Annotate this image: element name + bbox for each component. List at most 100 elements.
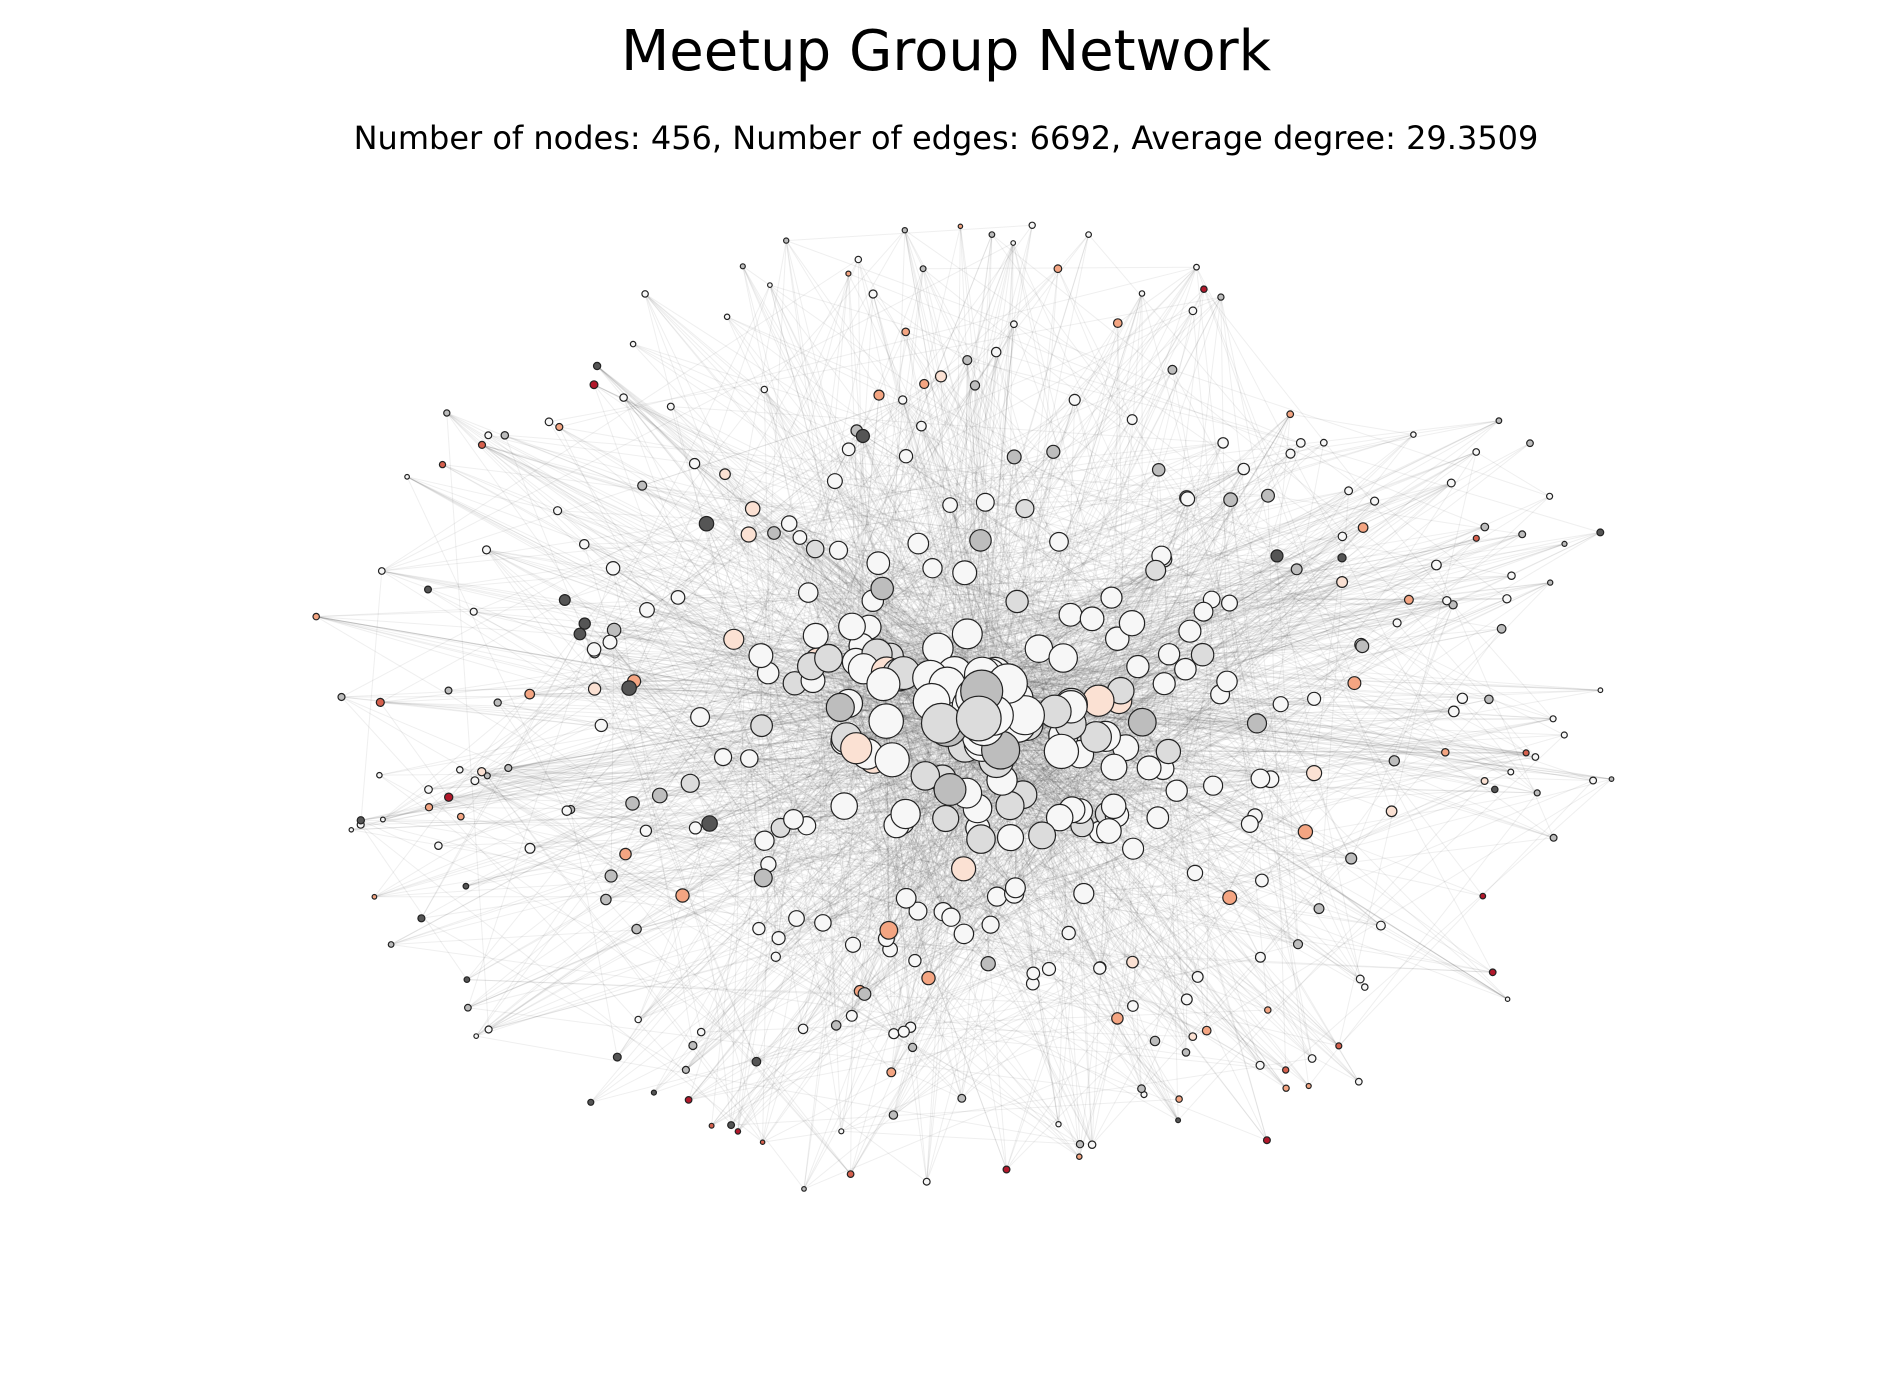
network-edge (1171, 369, 1494, 973)
network-edge (420, 767, 509, 919)
network-node (578, 538, 590, 550)
network-edge (466, 548, 816, 980)
network-node (1217, 437, 1229, 449)
network-edge (905, 838, 982, 899)
network-edge (682, 296, 1222, 896)
network-edge (993, 715, 1340, 1047)
network-edge (711, 760, 1395, 1127)
network-node (688, 457, 701, 470)
network-edge (466, 979, 865, 995)
network-node (751, 1056, 762, 1067)
network-edge (689, 783, 892, 1073)
network-node (922, 1177, 931, 1186)
network-edge (731, 1098, 1180, 1126)
network-edge (584, 588, 883, 625)
network-node (681, 1065, 691, 1075)
network-node (1488, 968, 1497, 977)
network-node (1136, 755, 1162, 781)
network-edge (1058, 541, 1538, 794)
network-node (951, 618, 983, 650)
network-edge (570, 268, 1059, 810)
network-edge (486, 549, 1039, 650)
network-edge (882, 684, 912, 1028)
network-edge (1192, 858, 1352, 1037)
network-edge (481, 771, 633, 804)
network-edge (584, 537, 800, 545)
network-edge (1099, 830, 1110, 969)
network-edge (886, 672, 1093, 1145)
network-node (1344, 486, 1354, 496)
network-edge (508, 756, 724, 769)
network-edge (737, 819, 794, 1132)
network-node (1354, 1077, 1363, 1086)
network-edge (1015, 887, 1198, 978)
network-edge (848, 449, 947, 819)
network-edge (1001, 766, 1115, 781)
network-edge (814, 548, 992, 679)
network-node (921, 970, 936, 986)
network-edge (529, 692, 998, 849)
network-node (934, 370, 948, 383)
network-node (1145, 559, 1167, 581)
network-edge (780, 753, 1081, 829)
network-edge (448, 652, 595, 798)
network-node (438, 460, 447, 469)
network-edge (1024, 714, 1261, 1066)
network-edge (442, 464, 987, 679)
network-edge (596, 365, 980, 719)
network-edge (840, 968, 1050, 1132)
network-edge (594, 652, 761, 657)
network-node (1175, 1117, 1182, 1124)
network-edge (1158, 469, 1165, 560)
network-edge (964, 360, 968, 573)
network-node (1146, 806, 1170, 830)
network-node (456, 812, 465, 821)
network-edge (1259, 442, 1325, 779)
network-edge (918, 543, 1212, 600)
network-edge (1186, 497, 1366, 988)
network-edge (579, 633, 965, 935)
network-edge (644, 293, 796, 684)
network-edge (1099, 537, 1477, 968)
network-edge (1062, 399, 1076, 736)
network-edge (1013, 323, 1301, 444)
network-edge (1097, 468, 1245, 701)
network-edge (465, 758, 874, 887)
network-edge (817, 468, 1244, 661)
network-edge (594, 568, 1297, 690)
network-edge (646, 480, 836, 611)
network-edge (978, 266, 1197, 712)
network-edge (1168, 653, 1306, 833)
network-edge (486, 549, 1142, 1090)
network-edge (690, 759, 997, 784)
network-node (1151, 462, 1166, 477)
network-edge (1192, 778, 1612, 1038)
network-edge (1220, 296, 1361, 980)
network-edge (481, 771, 926, 777)
network-node (1336, 575, 1349, 588)
network-edge (360, 570, 383, 825)
network-node (1250, 768, 1271, 789)
network-node (988, 231, 996, 239)
network-node (1608, 776, 1615, 782)
network-edge (1026, 724, 1188, 1000)
network-edge (427, 539, 981, 590)
network-node (1010, 240, 1017, 246)
network-node (481, 545, 492, 555)
network-edge (636, 928, 851, 1175)
network-edge (1276, 414, 1291, 556)
network-node (1046, 444, 1061, 459)
network-node (417, 914, 426, 923)
network-edge (497, 702, 905, 1033)
network-edge (949, 600, 1447, 790)
network-node (1337, 553, 1347, 563)
network-edge (975, 234, 993, 698)
network-edge (481, 771, 1011, 839)
network-node (592, 361, 602, 371)
network-node (801, 1185, 807, 1192)
network-node (1596, 528, 1605, 537)
network-node (975, 492, 995, 512)
network-edge (980, 451, 1477, 738)
network-edge (926, 352, 997, 1182)
network-edge (963, 868, 1360, 1083)
